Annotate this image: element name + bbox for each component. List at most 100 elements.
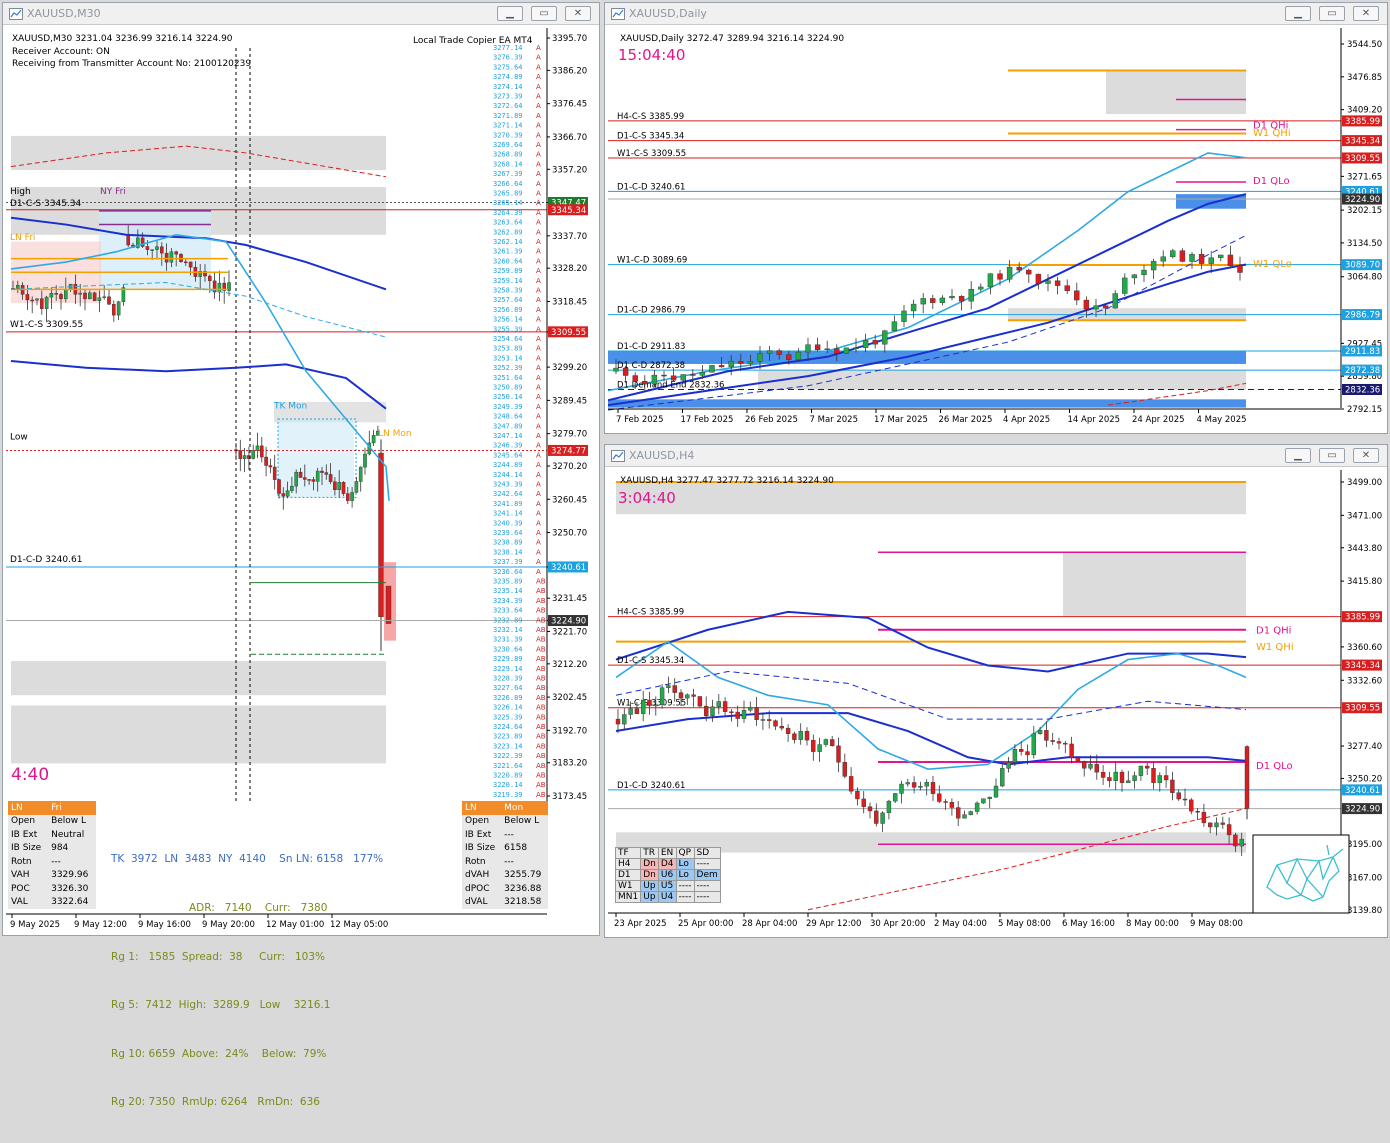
price-tag-label: 3224.90 — [1345, 805, 1380, 815]
candle-body — [298, 471, 303, 478]
tick-flag: A — [536, 519, 541, 527]
minimize-button[interactable]: ▁ — [1285, 448, 1311, 463]
candle-body — [920, 298, 926, 305]
candle-body — [341, 482, 346, 494]
close-button[interactable]: ✕ — [1353, 448, 1379, 463]
panel-left-head-1: LN — [11, 802, 23, 813]
tick-flag: A — [536, 287, 541, 295]
tick-value: 3225.39 — [493, 713, 523, 721]
tf-head: EN — [657, 847, 677, 859]
candle-body — [1150, 260, 1157, 271]
daily-titlebar[interactable]: XAUUSD,Daily ▁ ▭ ✕ — [605, 3, 1387, 25]
w1-qlo-label: W1 QLo — [1253, 259, 1292, 270]
ma-light-dashed — [10, 282, 387, 338]
minimize-icon: ▁ — [1294, 8, 1302, 19]
tick-flag: AB — [536, 607, 546, 615]
m30-titlebar[interactable]: XAUUSD,M30 ▁ ▭ ✕ — [3, 3, 599, 25]
m30-chart-window[interactable]: XAUUSD,M30 ▁ ▭ ✕ High D1-C-S 3345.34 W1-C-… — [2, 2, 600, 1108]
candle-body — [680, 374, 686, 381]
candle-body — [716, 701, 722, 707]
candle-body — [987, 796, 992, 799]
close-button[interactable]: ✕ — [565, 6, 591, 21]
minimize-button[interactable]: ▁ — [1285, 6, 1311, 21]
candle-body — [735, 711, 740, 719]
tick-flag: A — [536, 568, 541, 576]
daily-chart-window[interactable]: XAUUSD,Daily ▁ ▭ ✕ H4-C-S 3385.99 D1-C-S … — [604, 2, 1388, 434]
maximize-icon: ▭ — [1327, 450, 1337, 461]
candle-body — [874, 810, 879, 824]
candle-body — [1122, 277, 1128, 294]
y-axis-label: 2927.45 — [1347, 339, 1382, 349]
candle-body — [899, 783, 904, 794]
price-tag-label: 2986.79 — [1345, 311, 1380, 321]
tick-flag: A — [536, 481, 541, 489]
tick-value: 3251.64 — [493, 374, 523, 382]
h4-titlebar[interactable]: XAUUSD,H4 ▁ ▭ ✕ — [605, 445, 1387, 467]
x-axis-label: 5 May 08:00 — [998, 919, 1051, 929]
candle-body — [628, 708, 633, 715]
candle-body — [703, 705, 709, 717]
h4-chart-window[interactable]: XAUUSD,H4 ▁ ▭ ✕ H4-C-S 3385.99 D1-C-S 334… — [604, 444, 1388, 938]
candle-body — [1201, 811, 1207, 824]
stats-line-rg10: Rg 10: 6659 Above: 24% Below: 79% — [111, 1047, 327, 1060]
tick-value: 3241.89 — [493, 500, 523, 508]
tf-cell: Lo — [675, 869, 695, 881]
maximize-button[interactable]: ▭ — [531, 6, 557, 21]
tick-value: 3254.64 — [493, 335, 523, 343]
candle-body — [776, 350, 782, 355]
y-axis-label: 3231.45 — [552, 594, 587, 604]
tick-flag: A — [536, 170, 541, 178]
tf-cell: ---- — [675, 891, 695, 903]
candle-body — [251, 450, 256, 459]
x-axis-label: 28 Apr 04:00 — [742, 919, 797, 929]
price-tag — [548, 196, 588, 208]
candle-body — [1031, 733, 1036, 756]
tick-flag: A — [536, 44, 541, 52]
chart-window-icon — [611, 449, 625, 462]
tick-value: 3259.89 — [493, 267, 523, 275]
candle-body — [779, 725, 785, 729]
tick-value: 3245.64 — [493, 451, 523, 459]
price-tag-label: 3240.61 — [551, 563, 586, 573]
tick-value: 3267.39 — [493, 170, 523, 178]
tick-value: 3262.89 — [493, 228, 523, 236]
y-axis-label: 3289.45 — [552, 396, 587, 406]
tick-flag: A — [536, 403, 541, 411]
ln-mon-label: LN Mon — [378, 429, 412, 439]
price-tag-label: 3309.55 — [551, 328, 586, 338]
tick-flag: A — [536, 374, 541, 382]
maximize-button[interactable]: ▭ — [1319, 6, 1345, 21]
candle-body — [968, 811, 973, 815]
y-axis-label: 3202.15 — [1347, 206, 1382, 216]
ma-blue-slow — [608, 263, 1247, 407]
y-axis-label: 3277.40 — [1347, 742, 1382, 752]
tf-cell: W1 — [614, 880, 642, 892]
candle-body — [1170, 250, 1176, 257]
d1-cd-label: D1-C-D 3240.61 — [10, 555, 82, 565]
minimize-icon: ▁ — [506, 8, 514, 19]
daily-price-chart[interactable]: H4-C-S 3385.99 D1-C-S 3345.34 W1-C-S 3309.… — [608, 28, 1386, 431]
tick-flag: A — [536, 432, 541, 440]
candle-body — [78, 292, 82, 295]
x-axis-label: 12 May 01:00 — [266, 920, 324, 930]
tick-flag: A — [536, 102, 541, 110]
maximize-button[interactable]: ▭ — [1319, 448, 1345, 463]
transmitter-status: Receiving from Transmitter Account No: 2… — [12, 59, 251, 69]
y-axis-label: 3202.45 — [552, 693, 587, 703]
tick-flag: A — [536, 345, 541, 353]
close-button[interactable]: ✕ — [1353, 6, 1379, 21]
panel-right-label: IB Size — [465, 843, 496, 854]
candle-body — [905, 782, 910, 785]
tick-flag: AB — [536, 645, 546, 653]
level-label: D1-C-D 3240.61 — [617, 781, 685, 791]
m30-price-chart[interactable]: High D1-C-S 3345.34 W1-C-S 3309.55 Low D1-C-… — [6, 28, 598, 934]
level-label: D1-C-S 3345.34 — [617, 656, 684, 666]
tf-cell: Dem — [693, 869, 721, 881]
candle-body — [785, 727, 791, 734]
x-axis-label: 12 May 05:00 — [330, 920, 388, 930]
tick-value: 3233.64 — [493, 607, 523, 615]
tick-flag: AB — [536, 762, 546, 770]
minimize-button[interactable]: ▁ — [497, 6, 523, 21]
candle-body — [1138, 765, 1144, 776]
